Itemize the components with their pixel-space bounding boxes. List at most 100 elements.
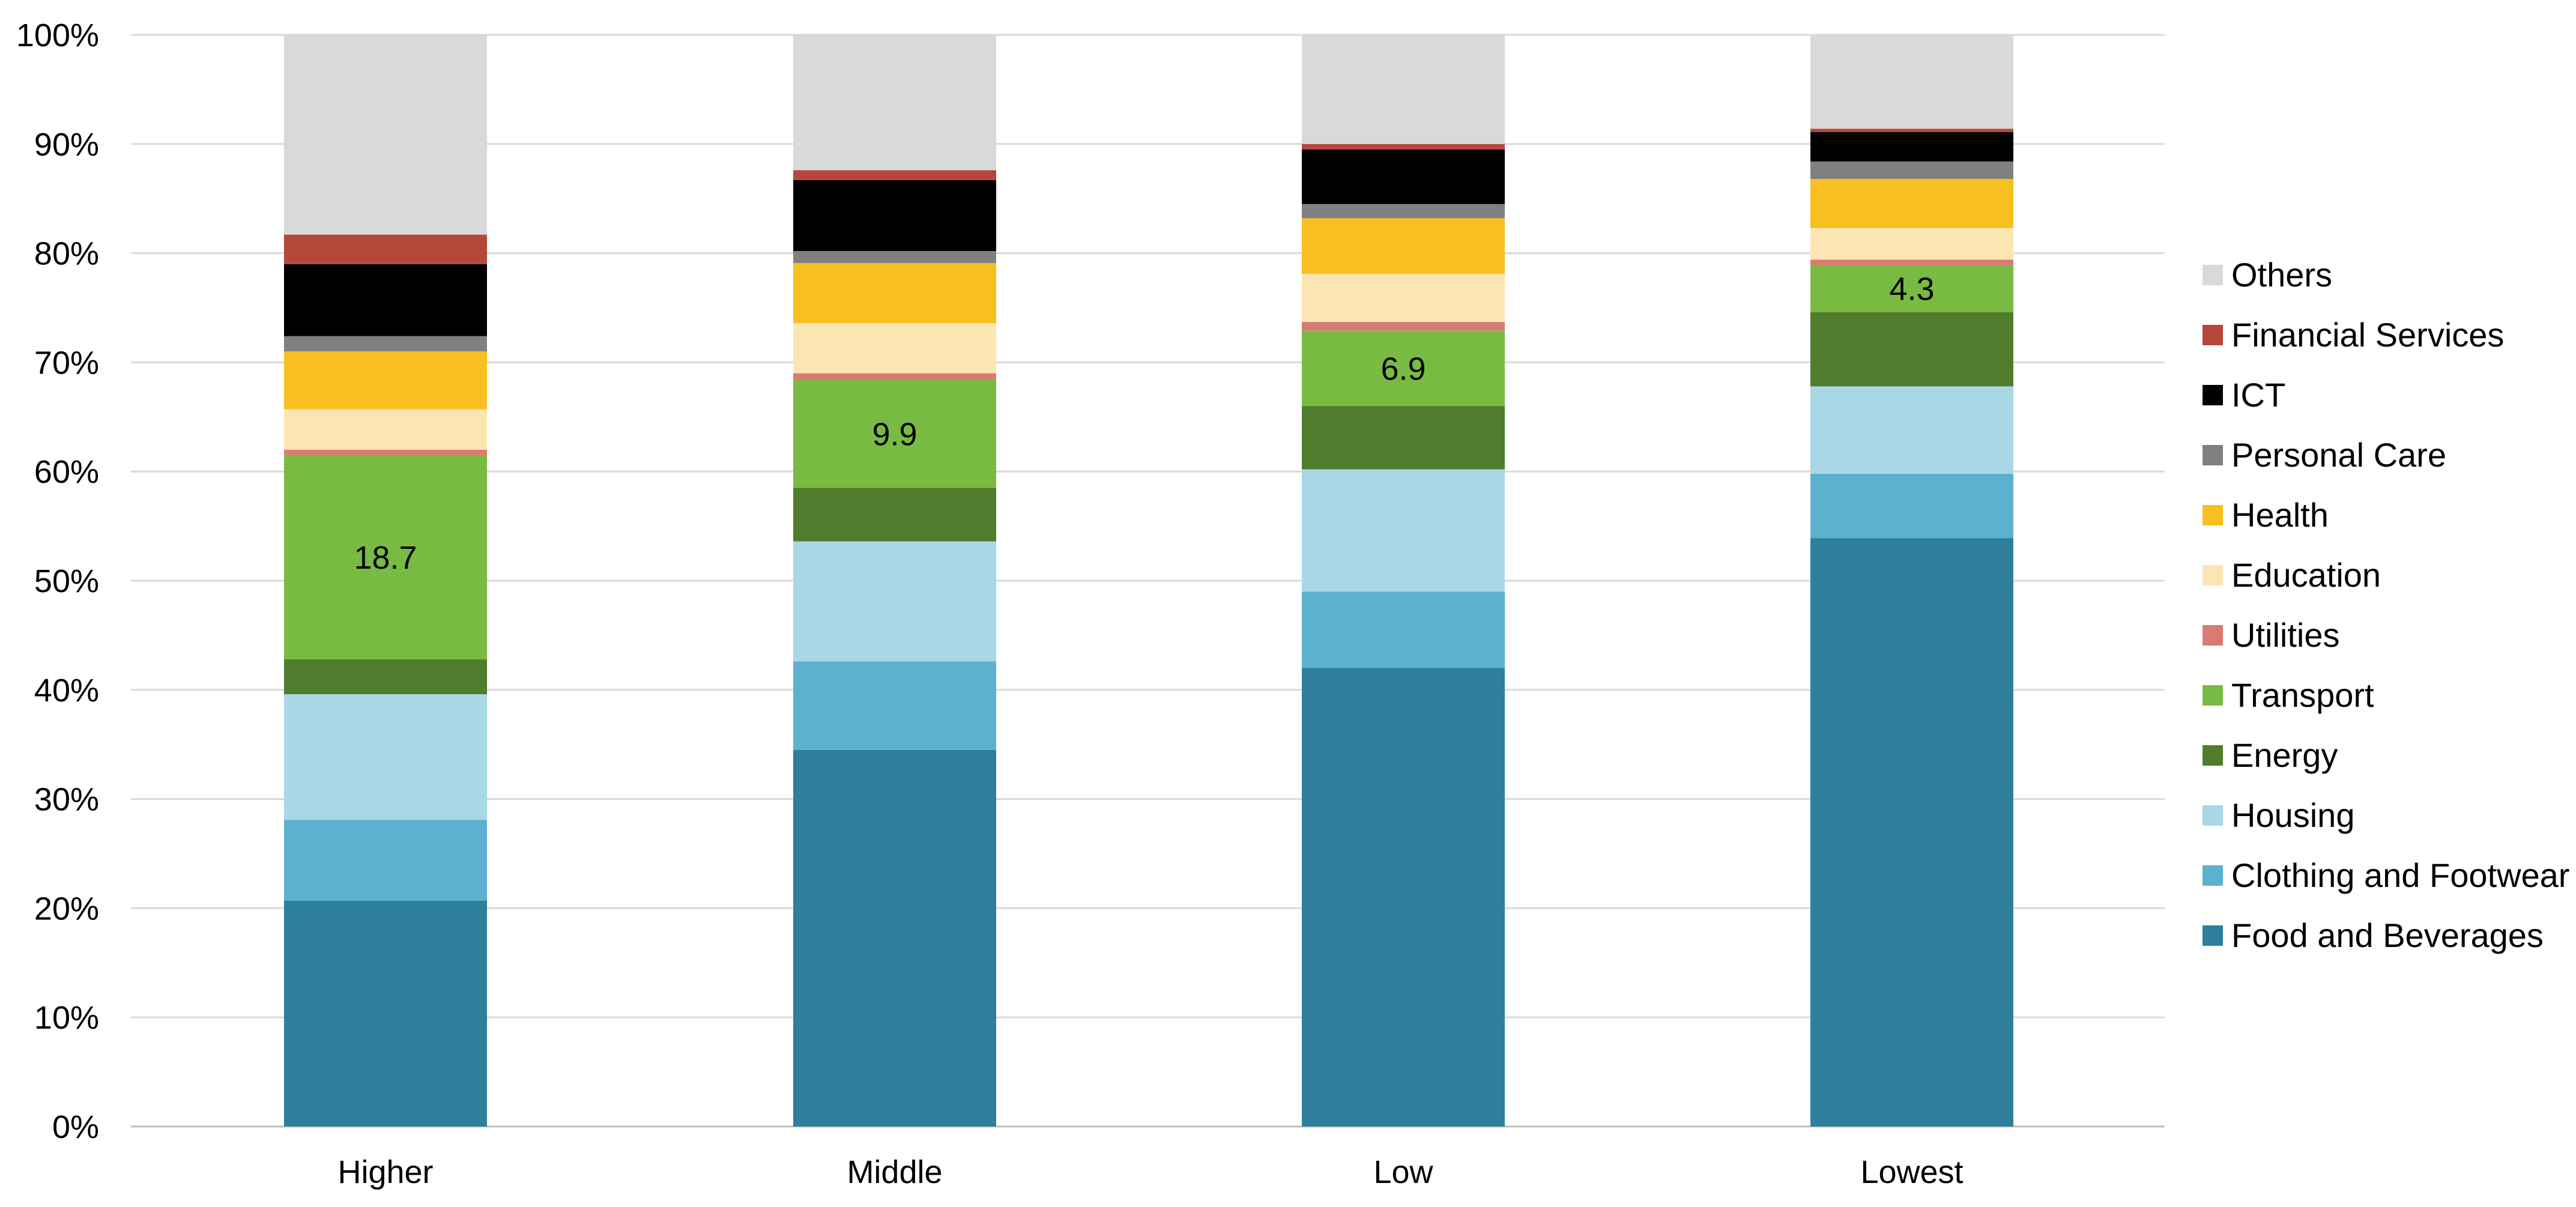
bar-segment-financial-services-higher	[284, 234, 487, 264]
bar-segment-food-and-beverages-lowest	[1810, 538, 2013, 1127]
bar-segment-education-higher	[284, 409, 487, 450]
bar-segment-housing-lowest	[1810, 386, 2013, 474]
legend-swatch	[2203, 385, 2223, 405]
legend-swatch	[2203, 925, 2223, 946]
legend-label: Health	[2231, 496, 2329, 534]
bar-segment-financial-services-middle	[793, 170, 996, 180]
legend-label: Energy	[2231, 736, 2338, 774]
bar-segment-financial-services-lowest	[1810, 129, 2013, 132]
x-category-label: Lowest	[1860, 1154, 1963, 1190]
legend-label: ICT	[2231, 376, 2285, 414]
bar-segment-transport-lowest	[1810, 265, 2013, 312]
legend-item-others: Others	[2203, 256, 2332, 294]
legend-label: Housing	[2231, 796, 2354, 834]
bar-segment-energy-low	[1302, 406, 1505, 470]
legend-item-ict: ICT	[2203, 376, 2285, 414]
bar-segment-transport-low	[1302, 330, 1505, 407]
bar-segment-housing-middle	[793, 541, 996, 662]
legend-label: Clothing and Footwear	[2231, 856, 2569, 894]
bars	[284, 35, 2013, 1127]
y-tick-label: 100%	[16, 17, 99, 53]
bar-segment-food-and-beverages-low	[1302, 668, 1505, 1127]
bar-segment-education-middle	[793, 322, 996, 374]
legend-item-clothing-and-footwear: Clothing and Footwear	[2203, 856, 2569, 894]
legend-swatch	[2203, 505, 2223, 525]
y-tick-label: 90%	[34, 127, 99, 163]
bar-segment-utilities-low	[1302, 322, 1505, 331]
bar-segment-utilities-middle	[793, 373, 996, 380]
legend-item-energy: Energy	[2203, 736, 2338, 774]
data-labels: 18.7 9.9 6.9 4.3	[354, 271, 1934, 576]
bar-segment-personal-care-middle	[793, 250, 996, 263]
bar-segment-clothing-and-footwear-middle	[793, 661, 996, 750]
x-category-label: Middle	[847, 1154, 942, 1190]
y-axis-tick-labels: 0% 10% 20% 30% 40% 50% 60% 70% 80% 90% 100%	[16, 17, 99, 1145]
legend-swatch	[2203, 265, 2223, 285]
bar-segment-ict-lowest	[1810, 132, 2013, 162]
y-tick-label: 20%	[34, 891, 99, 927]
y-tick-label: 10%	[34, 1000, 99, 1036]
data-label: 18.7	[354, 540, 417, 576]
bar-segment-ict-higher	[284, 264, 487, 336]
legend-item-health: Health	[2203, 496, 2329, 534]
bar-segment-energy-middle	[793, 488, 996, 542]
legend-item-utilities: Utilities	[2203, 616, 2339, 654]
bar-segment-education-low	[1302, 274, 1505, 322]
y-tick-label: 70%	[34, 345, 99, 381]
bar-segment-health-middle	[793, 262, 996, 323]
bar-segment-utilities-higher	[284, 449, 487, 455]
legend-item-housing: Housing	[2203, 796, 2354, 834]
legend-label: Others	[2231, 256, 2332, 294]
bar-segment-financial-services-low	[1302, 144, 1505, 150]
y-tick-label: 80%	[34, 236, 99, 272]
bar-segment-clothing-and-footwear-low	[1302, 591, 1505, 668]
legend-label: Personal Care	[2231, 436, 2446, 474]
legend: Others Financial Services ICT Personal Care…	[2203, 256, 2569, 954]
bar-segment-housing-higher	[284, 694, 487, 820]
bar-segment-others-lowest	[1810, 35, 2013, 129]
y-tick-label: 40%	[34, 673, 99, 709]
legend-swatch	[2203, 865, 2223, 886]
bar-segment-transport-middle	[793, 380, 996, 488]
data-label: 9.9	[872, 416, 917, 452]
legend-swatch	[2203, 625, 2223, 646]
x-category-label: Higher	[337, 1154, 433, 1190]
x-axis-category-labels: Higher Middle Low Lowest	[337, 1154, 1963, 1190]
bar-segment-food-and-beverages-middle	[793, 749, 996, 1127]
bar-segment-energy-higher	[284, 659, 487, 695]
bar-segment-energy-lowest	[1810, 312, 2013, 387]
bar-segment-personal-care-lowest	[1810, 161, 2013, 179]
legend-item-transport: Transport	[2203, 676, 2374, 714]
bar-segment-ict-middle	[793, 180, 996, 251]
bar-segment-clothing-and-footwear-higher	[284, 820, 487, 901]
legend-label: Transport	[2231, 676, 2374, 714]
bar-segment-ict-low	[1302, 149, 1505, 204]
x-category-label: Low	[1373, 1154, 1433, 1190]
bar-segment-others-higher	[284, 35, 487, 235]
bar-segment-others-low	[1302, 35, 1505, 144]
legend-label: Food and Beverages	[2231, 916, 2544, 954]
legend-swatch	[2203, 745, 2223, 766]
bar-segment-utilities-lowest	[1810, 259, 2013, 265]
legend-swatch	[2203, 805, 2223, 826]
bar-segment-health-higher	[284, 351, 487, 410]
legend-swatch	[2203, 325, 2223, 345]
bar-segment-health-lowest	[1810, 178, 2013, 228]
bar-segment-education-lowest	[1810, 228, 2013, 260]
legend-label: Financial Services	[2231, 316, 2504, 354]
legend-swatch	[2203, 445, 2223, 465]
y-tick-label: 30%	[34, 782, 99, 818]
legend-label: Utilities	[2231, 616, 2339, 654]
bar-segment-transport-higher	[284, 455, 487, 659]
bar-segment-housing-low	[1302, 469, 1505, 592]
bar-segment-personal-care-higher	[284, 336, 487, 352]
legend-item-financial-services: Financial Services	[2203, 316, 2504, 354]
y-tick-label: 0%	[52, 1109, 99, 1145]
y-tick-label: 60%	[34, 454, 99, 490]
bar-segment-health-low	[1302, 218, 1505, 274]
data-label: 6.9	[1380, 351, 1426, 387]
legend-item-education: Education	[2203, 556, 2381, 594]
bar-segment-personal-care-low	[1302, 204, 1505, 219]
legend-swatch	[2203, 685, 2223, 706]
legend-swatch	[2203, 565, 2223, 585]
